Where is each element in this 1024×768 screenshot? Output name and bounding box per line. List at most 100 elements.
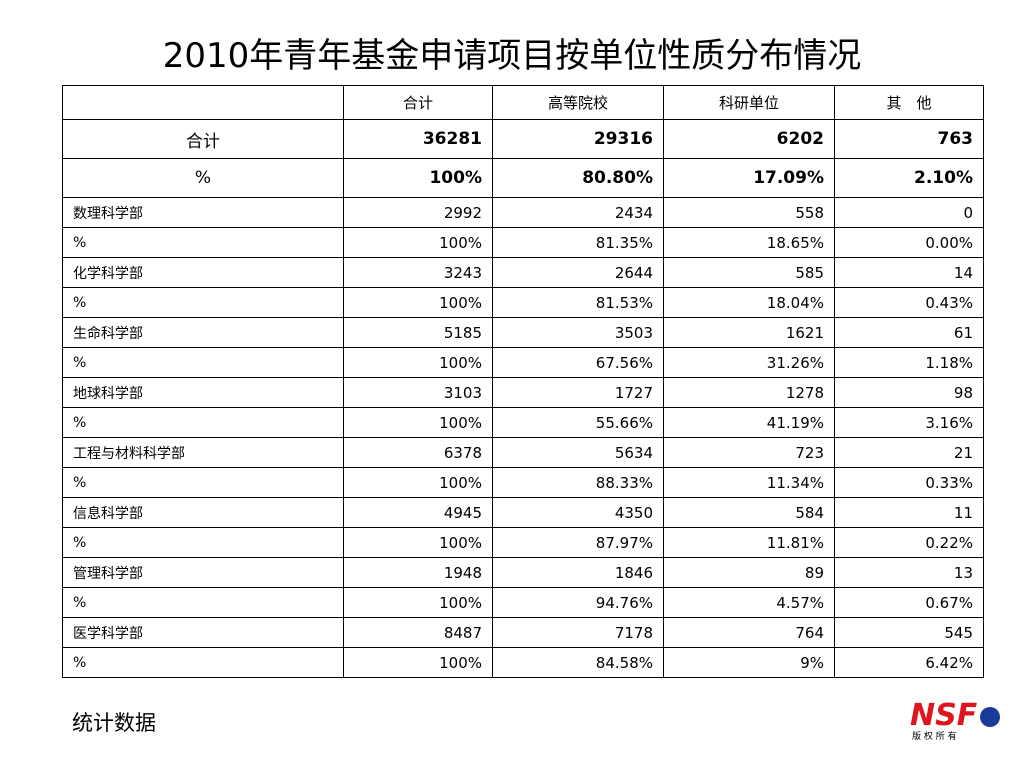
data-row: % 100% 87.97% 11.81% 0.22%: [62, 527, 984, 558]
data-table: 合计 高等院校 科研单位其 他 合计 36281 29316 6202 763% 100% 80…: [62, 85, 984, 678]
cell: 763: [834, 119, 984, 159]
cell: 98: [834, 377, 984, 408]
row-label: 化学科学部: [62, 257, 344, 288]
cell: 2.10%: [834, 158, 984, 198]
cell: 4.57%: [663, 587, 835, 618]
cell: 9%: [663, 647, 835, 678]
cell: 36281: [343, 119, 493, 159]
logo: NSF 版 权 所 有: [910, 698, 1000, 742]
cell: 5634: [492, 437, 664, 468]
cell: 558: [663, 197, 835, 228]
row-label: 信息科学部: [62, 497, 344, 528]
cell: 11: [834, 497, 984, 528]
cell: 100%: [343, 347, 493, 378]
footer: 统计数据: [72, 711, 156, 735]
cell: 585: [663, 257, 835, 288]
data-row: % 100% 81.35% 18.65% 0.00%: [62, 227, 984, 258]
data-row: 生命科学部 5185 3503 1621 61: [62, 317, 984, 348]
row-label: %: [62, 647, 344, 678]
title: 2010年青年基金申请项目按单位性质分布情况: [162, 36, 862, 76]
cell: 1621: [663, 317, 835, 348]
cell: 3243: [343, 257, 493, 288]
cell: 2434: [492, 197, 664, 228]
cell: 87.97%: [492, 527, 664, 558]
row-label: %: [62, 287, 344, 318]
cell: 94.76%: [492, 587, 664, 618]
cell: 1948: [343, 557, 493, 588]
cell: 0: [834, 197, 984, 228]
cell: 100%: [343, 227, 493, 258]
cell: 5185: [343, 317, 493, 348]
cell: 合计: [62, 119, 344, 159]
row-label: %: [62, 227, 344, 258]
row-label: 管理科学部: [62, 557, 344, 588]
cell: 81.35%: [492, 227, 664, 258]
row-label: %: [62, 347, 344, 378]
cell: 55.66%: [492, 407, 664, 438]
cell: 18.04%: [663, 287, 835, 318]
cell: 6378: [343, 437, 493, 468]
cell: 17.09%: [663, 158, 835, 198]
cell: 81.53%: [492, 287, 664, 318]
cell: 100%: [343, 287, 493, 318]
summary-row: % 100% 80.80% 17.09% 2.10%: [62, 158, 984, 198]
row-label: 工程与材料科学部: [62, 437, 344, 468]
cell: 41.19%: [663, 407, 835, 438]
cell: 584: [663, 497, 835, 528]
cell: 0.33%: [834, 467, 984, 498]
cell: 11.34%: [663, 467, 835, 498]
cell: 18.65%: [663, 227, 835, 258]
cell: 100%: [343, 527, 493, 558]
row-label: 生命科学部: [62, 317, 344, 348]
summary-row: 合计 36281 29316 6202 763: [62, 119, 984, 159]
logo-text: NSF: [910, 698, 978, 733]
data-row: % 100% 55.66% 41.19% 3.16%: [62, 407, 984, 438]
cell: 61: [834, 317, 984, 348]
cell: 100%: [343, 647, 493, 678]
cell: 2992: [343, 197, 493, 228]
cell: 67.56%: [492, 347, 664, 378]
cell: 31.26%: [663, 347, 835, 378]
cell: 100%: [343, 407, 493, 438]
row-label: %: [62, 527, 344, 558]
cell: 100%: [343, 587, 493, 618]
cell: 100%: [343, 158, 493, 198]
cell: 1727: [492, 377, 664, 408]
cell: 6.42%: [834, 647, 984, 678]
header-cell: 合计: [343, 85, 493, 120]
data-row: 管理科学部 1948 1846 89 13: [62, 557, 984, 588]
header-cell: 科研单位: [663, 85, 835, 120]
data-row: % 100% 94.76% 4.57% 0.67%: [62, 587, 984, 618]
cell: 545: [834, 617, 984, 648]
cell: 723: [663, 437, 835, 468]
cell: 13: [834, 557, 984, 588]
data-row: 化学科学部 3243 2644 585 14: [62, 257, 984, 288]
cell: 0.00%: [834, 227, 984, 258]
logo-circle: [980, 707, 1000, 727]
cell: 89: [663, 557, 835, 588]
cell: 100%: [343, 467, 493, 498]
row-label: 地球科学部: [62, 377, 344, 408]
corner-cell: [62, 85, 344, 120]
data-row: 地球科学部 3103 1727 1278 98: [62, 377, 984, 408]
cell: 14: [834, 257, 984, 288]
cell: 0.22%: [834, 527, 984, 558]
data-row: 数理科学部 2992 2434 558 0: [62, 197, 984, 228]
row-label: 医学科学部: [62, 617, 344, 648]
table-body: 合计 高等院校 科研单位其 他 合计 36281 29316 6202 763% 100% 80…: [62, 85, 984, 678]
data-row: 医学科学部 8487 7178 764 545: [62, 617, 984, 648]
data-row: % 100% 67.56% 31.26% 1.18%: [62, 347, 984, 378]
row-label: %: [62, 467, 344, 498]
data-row: % 100% 81.53% 18.04% 0.43%: [62, 287, 984, 318]
cell: 8487: [343, 617, 493, 648]
header-cell: 其 他: [834, 85, 984, 120]
cell: 2644: [492, 257, 664, 288]
cell: 0.67%: [834, 587, 984, 618]
cell: 29316: [492, 119, 664, 159]
cell: 21: [834, 437, 984, 468]
cell: 80.80%: [492, 158, 664, 198]
data-row: % 100% 88.33% 11.34% 0.33%: [62, 467, 984, 498]
cell: 1846: [492, 557, 664, 588]
row-label: 数理科学部: [62, 197, 344, 228]
